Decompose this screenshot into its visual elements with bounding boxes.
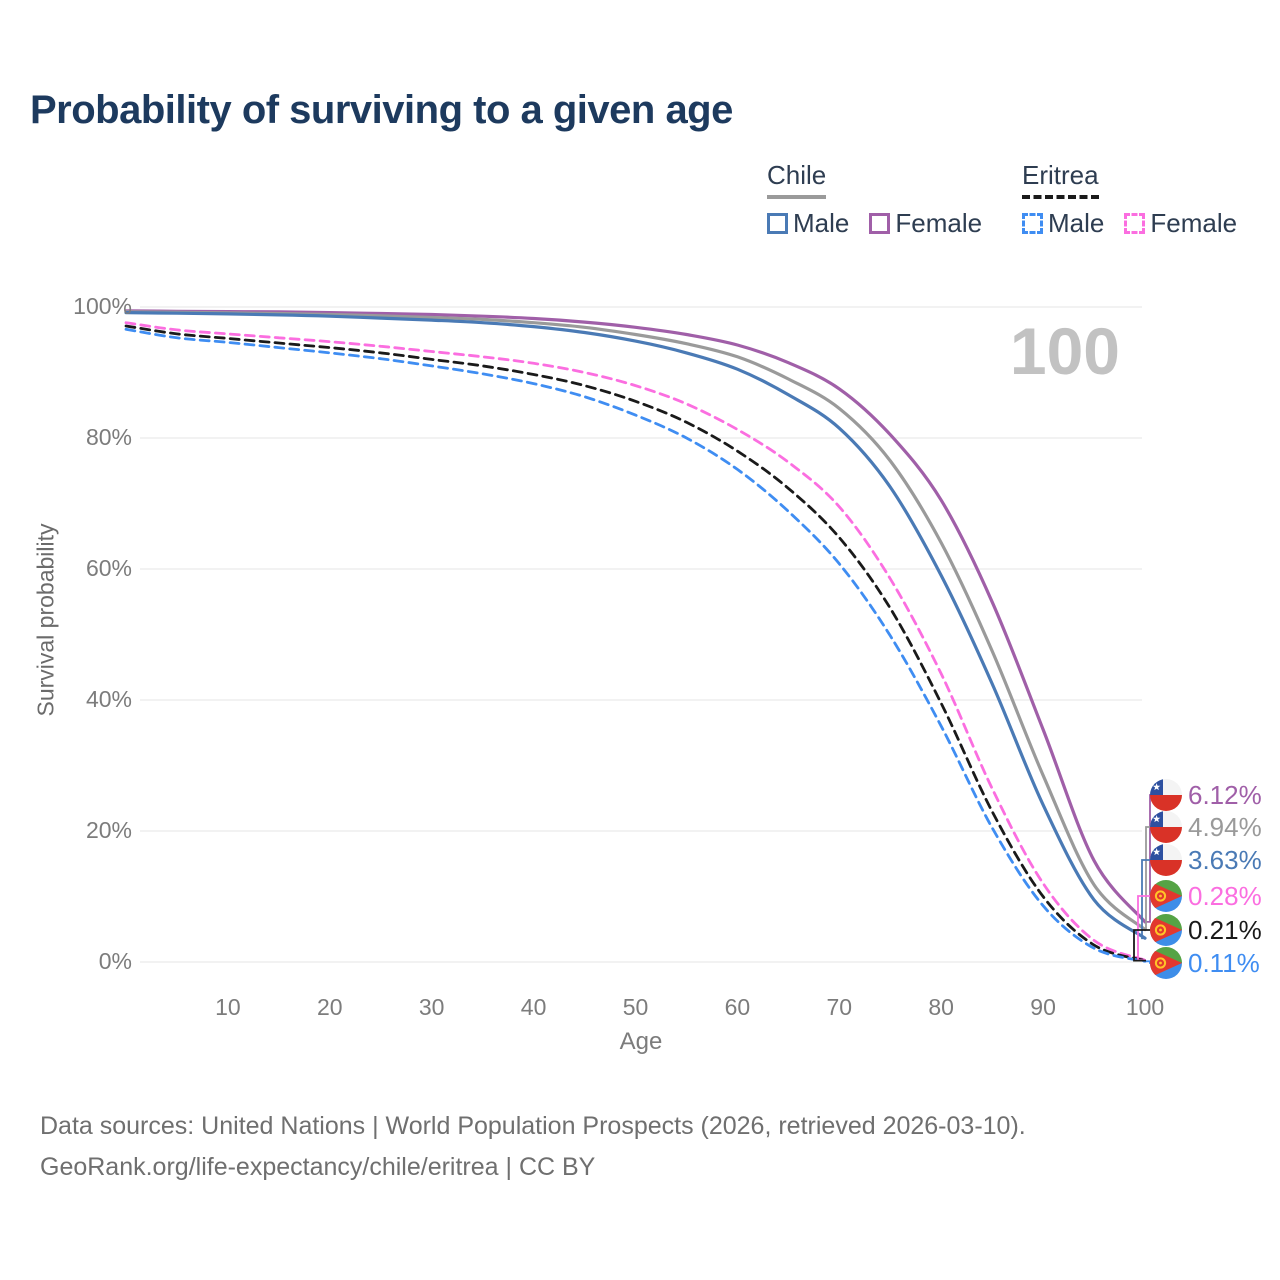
page-title: Probability of surviving to a given age xyxy=(30,88,733,132)
legend-label-chile-female: Female xyxy=(895,208,983,238)
footer-line1: Data sources: United Nations | World Pop… xyxy=(40,1112,1026,1140)
chile-male-swatch-icon xyxy=(767,213,788,234)
y-axis-label: Survival probability xyxy=(32,523,59,717)
eritrea-female-swatch-icon xyxy=(1124,213,1146,234)
x-tick-label-70: 70 xyxy=(826,994,853,1020)
series-line-chile-male xyxy=(124,311,1147,940)
end-label-value-chile-female: 6.12% xyxy=(1188,779,1262,810)
legend-label-eritrea-female: Female xyxy=(1150,208,1238,238)
series-line-chile-all xyxy=(124,310,1147,932)
legend-group-eritrea: Eritrea Male Female xyxy=(1022,160,1237,239)
end-label-chile-all: 4.94% xyxy=(1150,811,1262,843)
chile-flag-icon xyxy=(1150,844,1182,876)
gridlines xyxy=(140,306,1142,963)
chile-flag-icon xyxy=(1150,811,1182,843)
legend-item-chile-male[interactable]: Male xyxy=(767,208,849,239)
x-tick-label-10: 10 xyxy=(215,994,241,1020)
legend-item-chile-female[interactable]: Female xyxy=(869,208,982,239)
legend-country-eritrea: Eritrea xyxy=(1022,160,1099,199)
data-source-footer: Data sources: United Nations | World Pop… xyxy=(40,1106,1026,1187)
series-line-eritrea-all xyxy=(124,324,1147,962)
x-tick-label-20: 20 xyxy=(317,994,343,1020)
series-line-chile-female xyxy=(124,309,1147,924)
survival-curves xyxy=(124,309,1147,963)
legend-country-chile: Chile xyxy=(767,160,827,199)
eritrea-flag-icon xyxy=(1150,880,1182,912)
end-label-chile-male: 3.63% xyxy=(1150,844,1262,876)
legend-label-chile-male: Male xyxy=(793,208,850,238)
x-tick-label-60: 60 xyxy=(724,994,751,1020)
x-tick-label-100: 100 xyxy=(1125,994,1165,1020)
footer-line2: GeoRank.org/life-expectancy/chile/eritre… xyxy=(40,1152,596,1181)
y-tick-label-60: 60% xyxy=(85,555,132,581)
legend-items-eritrea: Male Female xyxy=(1022,208,1237,239)
end-label-value-chile-all: 4.94% xyxy=(1188,811,1262,842)
end-label-value-eritrea-all: 0.21% xyxy=(1188,914,1262,945)
x-tick-label-80: 80 xyxy=(928,994,954,1020)
x-tick-label-90: 90 xyxy=(1030,994,1056,1020)
eritrea-flag-icon xyxy=(1150,914,1182,946)
legend-items-chile: Male Female xyxy=(767,208,982,239)
series-line-eritrea-female xyxy=(124,321,1147,962)
y-tick-label-40: 40% xyxy=(85,686,132,712)
y-tick-label-0: 0% xyxy=(98,948,132,974)
series-line-eritrea-male xyxy=(124,327,1147,963)
eritrea-flag-icon xyxy=(1150,947,1182,979)
x-tick-label-50: 50 xyxy=(622,994,649,1020)
legend-item-eritrea-male[interactable]: Male xyxy=(1022,208,1104,239)
end-label-chile-female: 6.12% xyxy=(1150,779,1262,811)
chile-flag-icon xyxy=(1150,779,1182,811)
y-tick-label-20: 20% xyxy=(85,817,132,843)
end-label-eritrea-all: 0.21% xyxy=(1150,914,1262,946)
x-axis-label: Age xyxy=(619,1028,663,1055)
end-label-value-eritrea-male: 0.11% xyxy=(1188,947,1260,978)
x-tick-label-40: 40 xyxy=(520,994,547,1020)
y-tick-label-80: 80% xyxy=(85,424,132,450)
legend-group-chile: Chile Male Female xyxy=(767,160,982,239)
legend-item-eritrea-female[interactable]: Female xyxy=(1124,208,1237,239)
x-tick-label-30: 30 xyxy=(418,994,445,1020)
end-label-eritrea-male: 0.11% xyxy=(1150,947,1260,979)
legend-label-eritrea-male: Male xyxy=(1048,208,1105,238)
end-label-eritrea-female: 0.28% xyxy=(1150,880,1262,912)
eritrea-male-swatch-icon xyxy=(1022,213,1043,234)
age-100-watermark: 100 xyxy=(1010,314,1120,388)
chile-female-swatch-icon xyxy=(869,213,891,234)
end-label-value-chile-male: 3.63% xyxy=(1188,844,1262,875)
end-label-value-eritrea-female: 0.28% xyxy=(1188,880,1262,911)
y-tick-label-100: 100% xyxy=(73,293,132,319)
